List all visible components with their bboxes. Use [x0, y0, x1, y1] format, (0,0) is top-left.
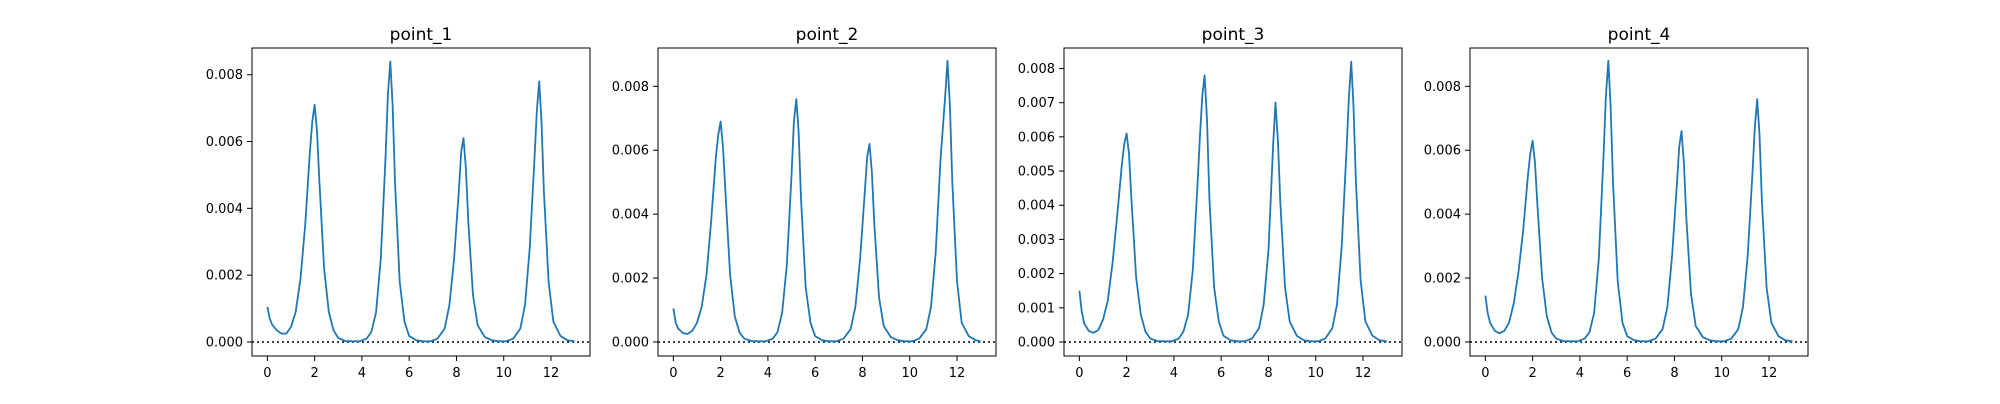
y-tick-label: 0.002 — [1424, 272, 1461, 287]
y-tick-label: 0.008 — [612, 80, 649, 95]
subplot-title: point_4 — [1608, 25, 1671, 45]
x-tick-label: 0 — [263, 366, 271, 381]
x-tick-label: 10 — [1713, 366, 1730, 381]
y-tick-label: 0.006 — [1424, 144, 1461, 159]
y-tick-label: 0.000 — [612, 335, 649, 350]
y-tick-label: 0.008 — [206, 68, 243, 83]
series-line — [1078, 60, 1387, 343]
series-line — [1484, 59, 1793, 343]
series-line — [672, 59, 981, 343]
y-tick-label: 0.006 — [612, 144, 649, 159]
x-tick-label: 6 — [1623, 366, 1631, 381]
y-tick-label: 0.000 — [1424, 335, 1461, 350]
x-tick-label: 2 — [1528, 366, 1536, 381]
x-tick-label: 0 — [1481, 366, 1489, 381]
x-tick-label: 6 — [811, 366, 819, 381]
x-tick-label: 0 — [669, 366, 677, 381]
x-tick-label: 2 — [310, 366, 318, 381]
subplot-2: point_2 0 2 4 6 8 10 12 0.000 0.002 0.004 0.006 0.00… — [612, 25, 997, 381]
y-tick-label: 0.004 — [1424, 208, 1461, 223]
axes-frame — [1469, 47, 1809, 357]
x-tick-label: 10 — [495, 366, 512, 381]
x-tick-label: 4 — [1576, 366, 1584, 381]
x-tick-label: 0 — [1075, 366, 1083, 381]
x-tick-label: 8 — [452, 366, 460, 381]
x-tick-label: 4 — [358, 366, 366, 381]
y-tick-label: 0.004 — [612, 208, 649, 223]
x-tick-label: 12 — [1761, 366, 1778, 381]
x-tick-label: 2 — [1122, 366, 1130, 381]
axes-frame — [657, 47, 997, 357]
y-tick-label: 0.002 — [612, 272, 649, 287]
y-tick-label: 0.004 — [206, 202, 243, 217]
x-tick-label: 8 — [1264, 366, 1272, 381]
x-tick-label: 12 — [949, 366, 966, 381]
x-tick-label: 12 — [543, 366, 560, 381]
x-tick-label: 4 — [1170, 366, 1178, 381]
y-tick-label: 0.008 — [1018, 62, 1055, 77]
subplot-title: point_1 — [390, 25, 453, 45]
y-tick-label: 0.003 — [1018, 233, 1055, 248]
subplot-title: point_2 — [796, 25, 859, 45]
x-tick-label: 8 — [1670, 366, 1678, 381]
y-tick-label: 0.006 — [1018, 130, 1055, 145]
y-tick-label: 0.005 — [1018, 165, 1055, 180]
x-tick-label: 2 — [716, 366, 724, 381]
subplot-title: point_3 — [1202, 25, 1265, 45]
x-tick-label: 6 — [405, 366, 413, 381]
axes-frame — [251, 47, 591, 357]
x-tick-label: 6 — [1217, 366, 1225, 381]
subplot-3: point_3 0 2 4 6 8 10 12 0.000 0.001 0.002 0.003 0.00… — [1018, 25, 1403, 381]
x-tick-label: 10 — [901, 366, 918, 381]
y-tick-label: 0.004 — [1018, 199, 1055, 214]
x-tick-label: 10 — [1307, 366, 1324, 381]
y-tick-label: 0.002 — [1018, 267, 1055, 282]
subplot-1: point_1 0 2 4 6 8 10 12 0.000 0.002 0.004 0.006 0.00… — [206, 25, 591, 381]
series-line — [266, 60, 575, 343]
axes-frame — [1063, 47, 1403, 357]
y-tick-label: 0.000 — [1018, 335, 1055, 350]
x-tick-label: 4 — [764, 366, 772, 381]
subplot-4: point_4 0 2 4 6 8 10 12 0.000 0.002 0.004 0.006 0.00… — [1424, 25, 1809, 381]
x-tick-label: 12 — [1355, 366, 1372, 381]
y-tick-label: 0.001 — [1018, 301, 1055, 316]
x-tick-label: 8 — [858, 366, 866, 381]
y-tick-label: 0.007 — [1018, 96, 1055, 111]
y-tick-label: 0.006 — [206, 135, 243, 150]
y-tick-label: 0.008 — [1424, 80, 1461, 95]
y-tick-label: 0.000 — [206, 335, 243, 350]
y-tick-label: 0.002 — [206, 269, 243, 284]
